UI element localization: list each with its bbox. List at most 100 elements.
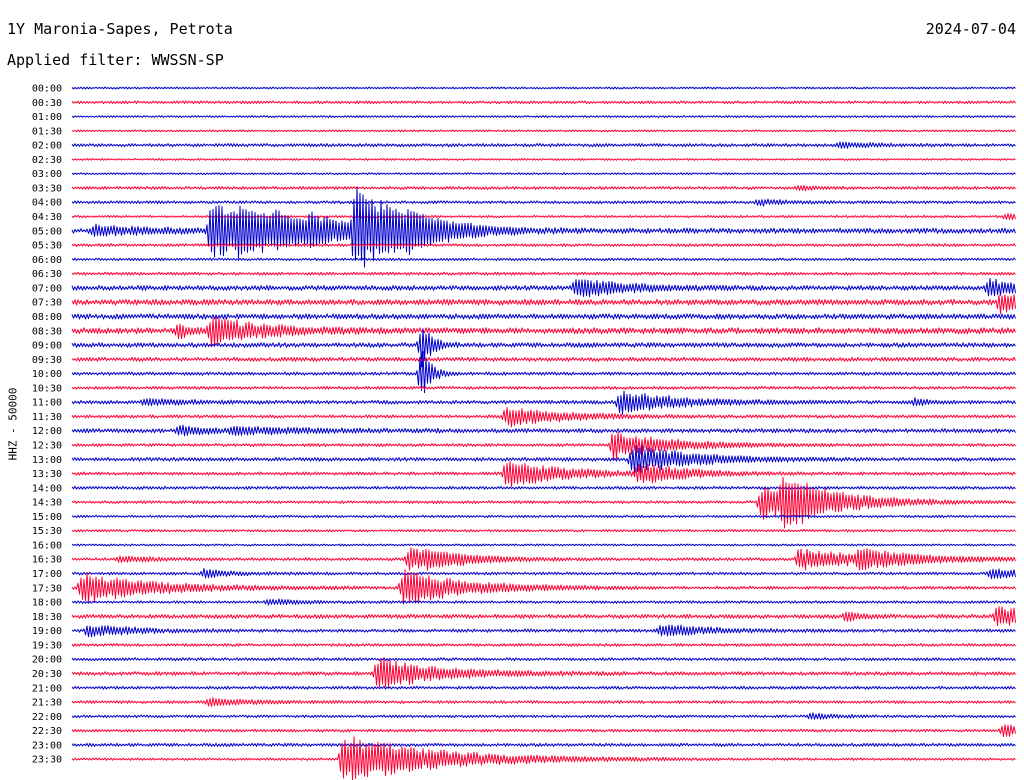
row-time-label: 20:00 [32, 655, 62, 666]
trace-row-1030 [71, 385, 1016, 390]
trace-row-1500 [71, 514, 1016, 519]
row-time-label: 11:00 [32, 398, 62, 409]
trace-row-2200 [71, 712, 1016, 720]
trace-row-0730 [71, 294, 1016, 315]
trace-row-2300 [71, 742, 1016, 747]
trace-row-0030 [71, 100, 1016, 105]
row-time-label: 17:30 [32, 583, 62, 594]
row-time-label: 17:00 [32, 569, 62, 580]
trace-row-1330 [71, 461, 1016, 488]
trace-row-0330 [71, 184, 1016, 192]
trace-row-1930 [71, 643, 1016, 647]
row-time-label: 22:00 [32, 712, 62, 723]
trace-row-0530 [71, 243, 1016, 247]
row-time-label: 07:00 [32, 283, 62, 294]
row-time-label: 14:00 [32, 483, 62, 494]
trace-row-1530 [71, 528, 1016, 533]
row-time-label: 16:30 [32, 555, 62, 566]
trace-row-1900 [71, 624, 1016, 638]
trace-row-0300 [71, 172, 1016, 176]
row-time-label: 10:30 [32, 383, 62, 394]
row-time-label: 06:30 [32, 269, 62, 280]
row-time-label: 08:00 [32, 312, 62, 323]
trace-row-0700 [71, 278, 1016, 298]
row-time-label: 02:30 [32, 155, 62, 166]
row-time-label: 15:30 [32, 526, 62, 537]
trace-row-0500 [71, 186, 1016, 268]
row-time-label: 00:00 [32, 84, 62, 95]
row-time-label: 21:30 [32, 698, 62, 709]
trace-row-1230 [71, 431, 1016, 461]
row-time-label: 05:00 [32, 226, 62, 237]
row-time-label: 11:30 [32, 412, 62, 423]
trace-row-1200 [71, 424, 1016, 437]
trace-row-0430 [71, 213, 1016, 220]
trace-row-0930 [71, 356, 1016, 362]
row-time-label: 23:00 [32, 740, 62, 751]
row-time-label: 01:30 [32, 126, 62, 137]
row-time-label: 14:30 [32, 498, 62, 509]
date-label: 2024-07-04 [925, 20, 1016, 38]
row-time-label: 21:00 [32, 683, 62, 694]
trace-row-0600 [71, 257, 1016, 262]
trace-row-1000 [71, 351, 1016, 394]
trace-row-0000 [71, 86, 1016, 90]
row-time-label: 16:00 [32, 540, 62, 551]
trace-row-0800 [71, 313, 1016, 320]
row-time-label: 15:00 [32, 512, 62, 523]
time-labels: 00:00 00:30 01:00 01:30 02:00 02:30 03:00 03:30… [32, 84, 62, 766]
row-time-label: 19:30 [32, 640, 62, 651]
row-time-label: 12:30 [32, 441, 62, 452]
row-time-label: 07:30 [32, 298, 62, 309]
trace-row-2230 [71, 724, 1016, 738]
trace-row-2330 [71, 736, 1016, 780]
trace-row-0200 [71, 141, 1016, 149]
row-time-label: 23:30 [32, 755, 62, 766]
trace-row-0900 [71, 328, 1016, 368]
row-time-label: 09:00 [32, 341, 62, 352]
row-time-label: 22:30 [32, 726, 62, 737]
trace-row-1300 [71, 445, 1016, 474]
trace-row-2130 [71, 697, 1016, 708]
row-time-label: 04:30 [32, 212, 62, 223]
row-time-label: 12:00 [32, 426, 62, 437]
trace-row-1730 [71, 569, 1016, 605]
row-time-label: 13:00 [32, 455, 62, 466]
row-time-label: 00:30 [32, 98, 62, 109]
row-time-label: 08:30 [32, 326, 62, 337]
row-time-label: 05:30 [32, 241, 62, 252]
trace-row-1630 [71, 547, 1016, 571]
trace-row-1600 [71, 543, 1016, 547]
row-time-label: 09:30 [32, 355, 62, 366]
trace-row-2030 [71, 658, 1016, 689]
trace-row-1100 [71, 390, 1016, 415]
row-time-label: 18:00 [32, 598, 62, 609]
trace-row-0830 [71, 316, 1016, 348]
row-time-label: 13:30 [32, 469, 62, 480]
row-time-label: 19:00 [32, 626, 62, 637]
row-time-label: 10:00 [32, 369, 62, 380]
trace-row-1130 [71, 406, 1016, 428]
row-time-label: 18:30 [32, 612, 62, 623]
trace-row-1800 [71, 598, 1016, 606]
trace-row-2000 [71, 657, 1016, 662]
trace-row-1400 [71, 485, 1016, 490]
trace-row-1830 [71, 606, 1016, 627]
trace-row-0100 [71, 115, 1016, 119]
trace-row-0400 [71, 198, 1016, 207]
trace-row-0130 [71, 129, 1016, 133]
trace-row-0230 [71, 157, 1016, 161]
trace-row-0630 [71, 271, 1016, 276]
row-time-label: 03:30 [32, 183, 62, 194]
row-time-label: 06:00 [32, 255, 62, 266]
row-time-label: 20:30 [32, 669, 62, 680]
row-time-label: 03:00 [32, 169, 62, 180]
row-time-label: 01:00 [32, 112, 62, 123]
station-title: 1Y Maronia-Sapes, Petrota [7, 20, 233, 38]
row-time-label: 02:00 [32, 141, 62, 152]
trace-row-2100 [71, 685, 1016, 690]
filter-label: Applied filter: WWSSN-SP [7, 51, 224, 69]
trace-rows [71, 86, 1016, 780]
trace-row-1700 [71, 567, 1016, 580]
